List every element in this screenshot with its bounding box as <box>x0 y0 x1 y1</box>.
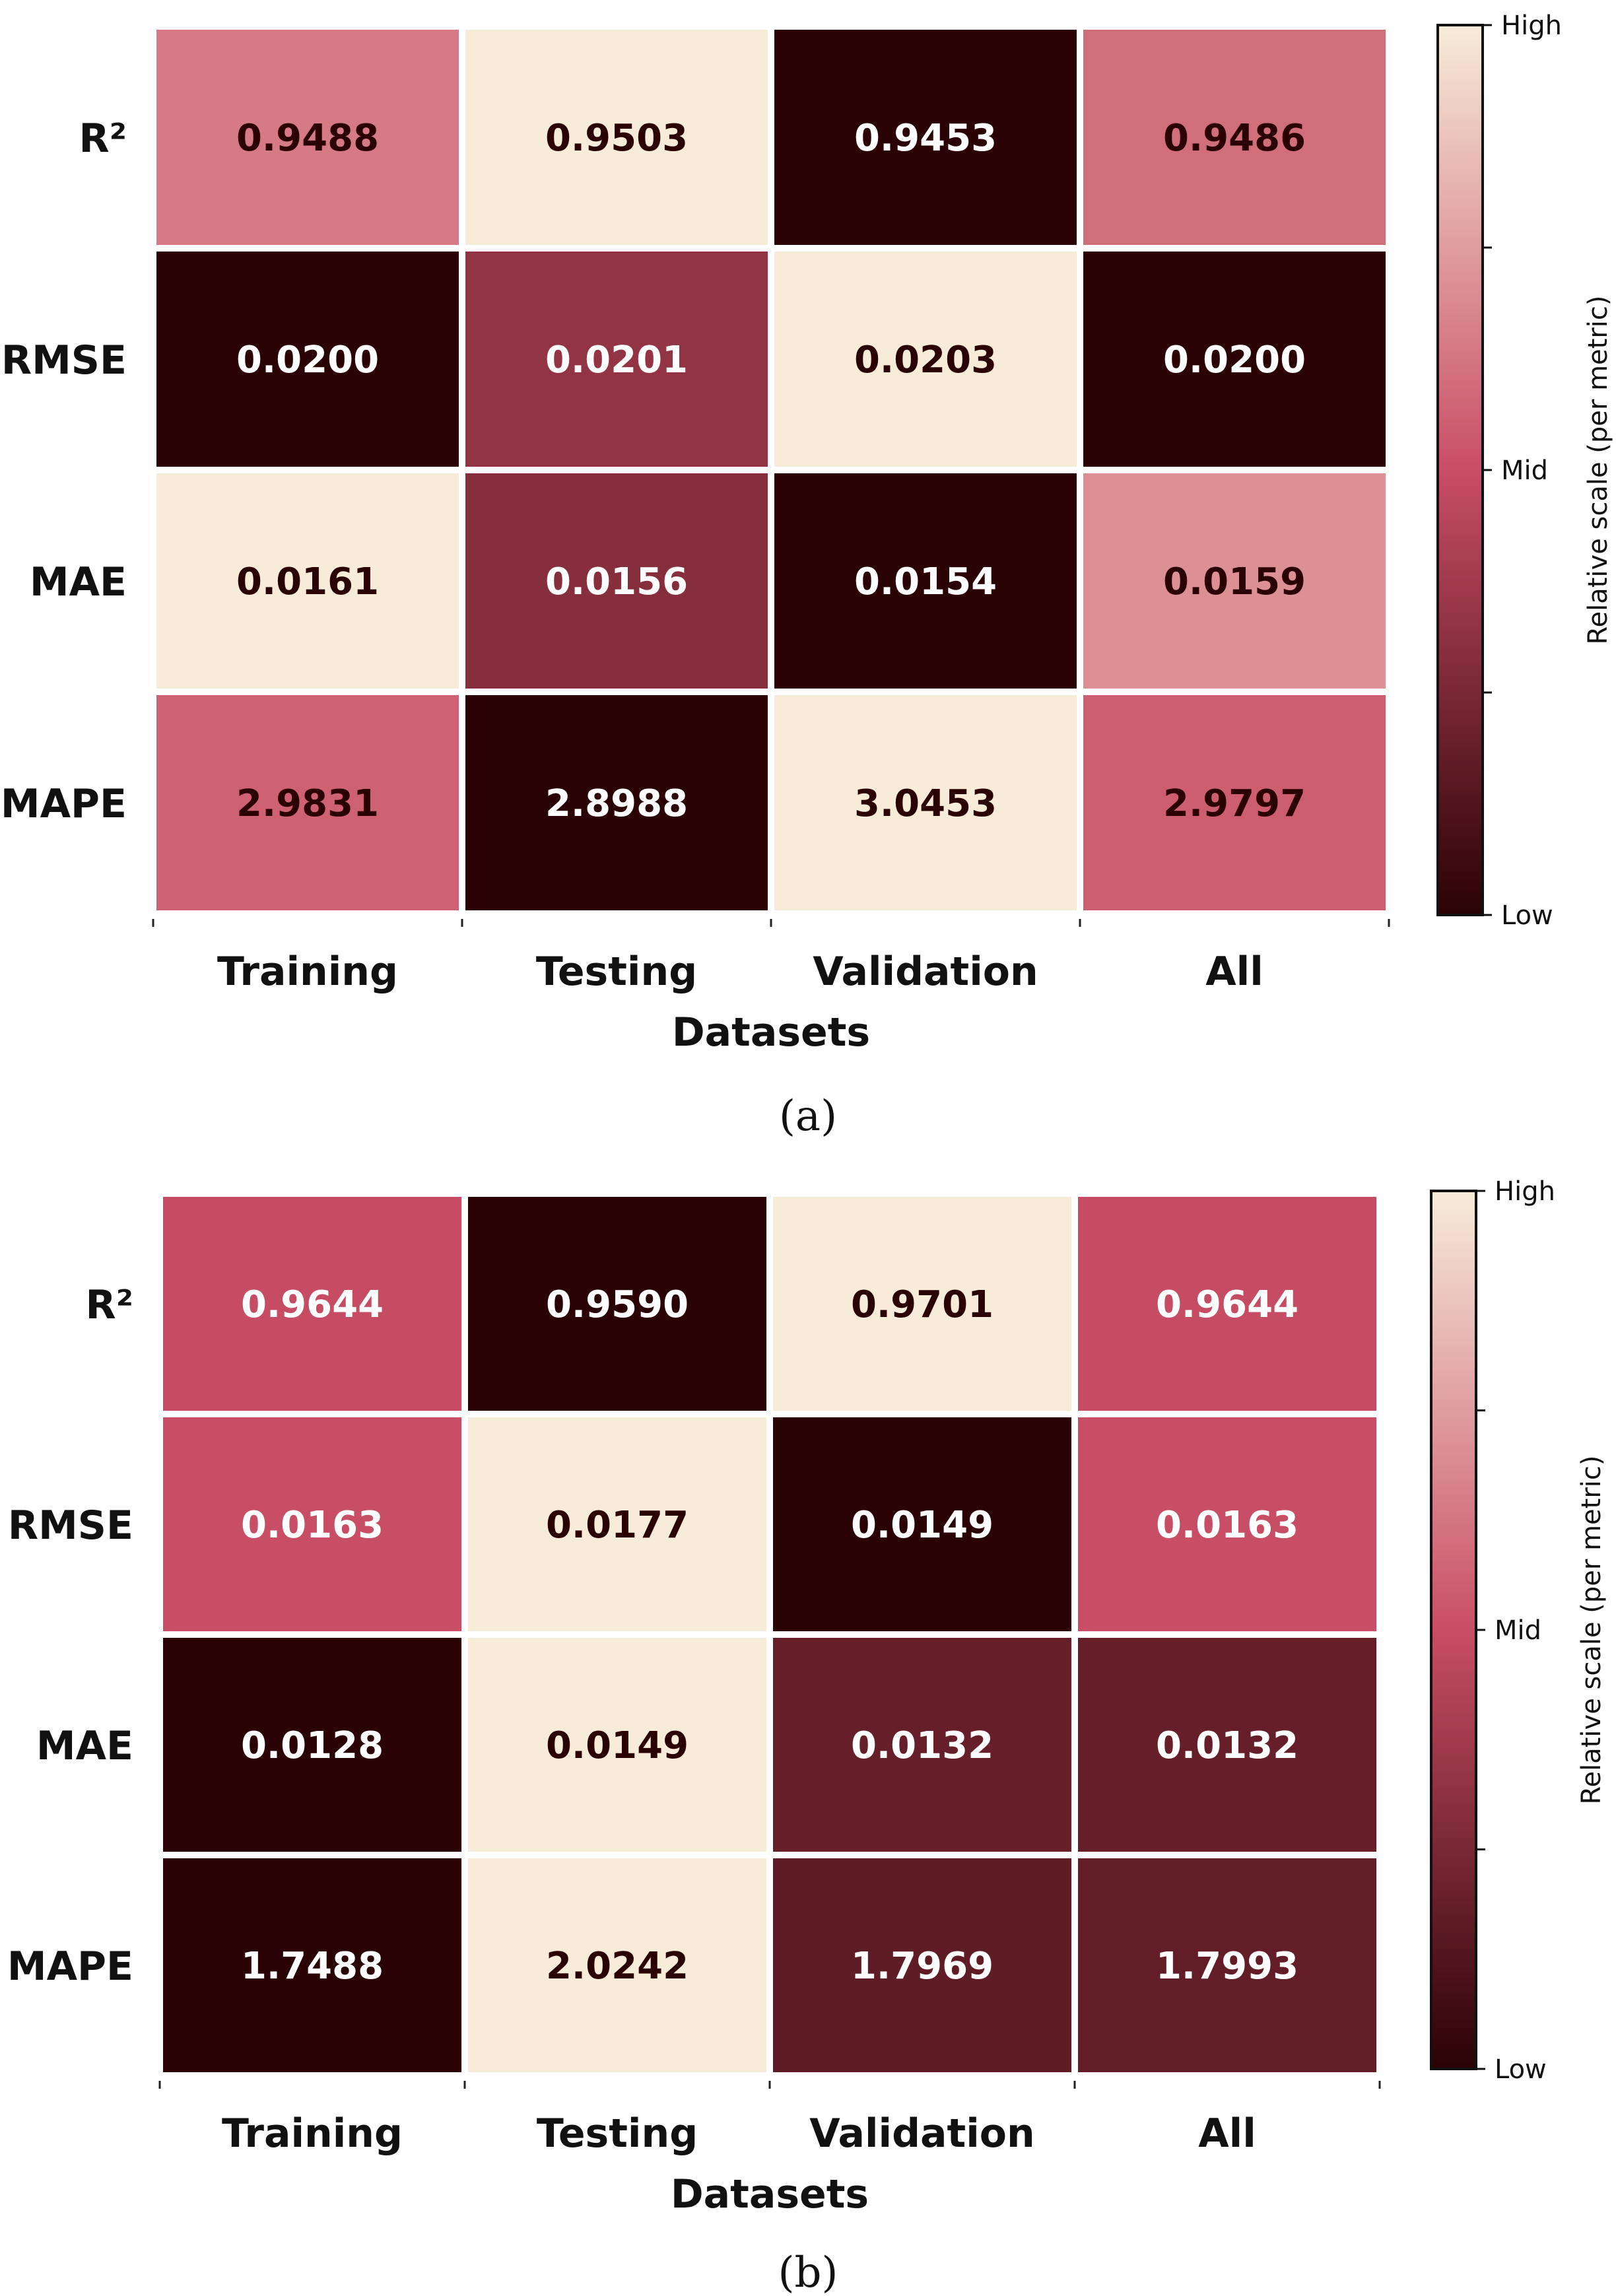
cell-value-label: 0.0163 <box>1156 1504 1298 1547</box>
heatmap-cell <box>150 23 465 252</box>
cell-value-label: 0.0177 <box>546 1504 689 1547</box>
x-tick-label: Training <box>217 949 398 995</box>
cell-value-label: 0.9644 <box>1156 1283 1298 1326</box>
cell-value-label: 0.9590 <box>546 1283 689 1326</box>
x-axis-title: Datasets <box>671 2171 869 2217</box>
cell-value-label: 0.0132 <box>1156 1724 1298 1767</box>
colorbar-title: Relative scale (per metric) <box>1576 1456 1607 1805</box>
y-tick-label: R² <box>79 116 127 162</box>
x-tick-label: All <box>1198 2110 1256 2157</box>
heatmap-cell <box>461 1190 773 1417</box>
y-tick-label: RMSE <box>1 337 127 384</box>
y-tick-label: R² <box>86 1282 133 1328</box>
cell-value-label: 0.0200 <box>1163 339 1306 382</box>
colorbar-tick-label: Low <box>1495 2054 1547 2085</box>
panel-caption: (b) <box>778 2248 838 2296</box>
cell-value-label: 2.8988 <box>545 782 688 825</box>
heatmap-cell <box>1071 1411 1383 1638</box>
x-tick-label: Testing <box>536 949 697 995</box>
cell-value-label: 0.9486 <box>1163 117 1306 160</box>
cell-value-label: 2.9831 <box>236 782 379 825</box>
cell-value-label: 0.9701 <box>851 1283 993 1326</box>
heatmap-panel-b: 0.9644 0.9590 0.9701 0.9644 0.0163 0.0177 0.01… <box>7 1176 1607 2296</box>
heatmap-cell <box>766 1631 1078 1858</box>
y-tick-label: MAPE <box>7 1943 133 1990</box>
heatmap-cell <box>461 1852 773 2079</box>
cell-value-label: 2.0242 <box>546 1945 689 1988</box>
heatmap-cell <box>1071 1852 1383 2079</box>
cell-value-label: 0.0156 <box>545 560 688 603</box>
heatmap-cell <box>459 23 774 252</box>
heatmap-cell <box>1071 1190 1383 1417</box>
colorbar-tick-label: Mid <box>1501 456 1548 486</box>
cell-value-label: 0.9453 <box>854 117 997 160</box>
panel-caption: (a) <box>779 1092 837 1141</box>
cell-value-label: 1.7488 <box>241 1945 384 1988</box>
cell-value-label: 0.0128 <box>241 1724 384 1767</box>
cell-value-label: 0.9488 <box>236 117 379 160</box>
x-axis-title: Datasets <box>672 1009 870 1056</box>
cell-value-label: 0.0159 <box>1163 560 1306 603</box>
colorbar-tick-label: Low <box>1501 900 1553 931</box>
heatmap-cell <box>1077 23 1392 252</box>
colorbar-tick-label: High <box>1495 1176 1555 1207</box>
colorbar <box>1430 1190 1477 2070</box>
cell-value-label: 3.0453 <box>854 782 997 825</box>
x-tick-label: All <box>1205 949 1263 995</box>
cell-value-label: 1.7993 <box>1156 1945 1298 1988</box>
cell-value-label: 0.0149 <box>546 1724 689 1767</box>
cell-value-label: 1.7969 <box>851 1945 993 1988</box>
colorbar-tick-label: High <box>1501 11 1562 41</box>
heatmap-cell <box>459 467 774 695</box>
heatmap-cell <box>459 689 774 917</box>
heatmap-cell <box>1077 245 1392 473</box>
heatmap-cell <box>156 1411 468 1638</box>
cell-value-label: 0.0149 <box>851 1504 993 1547</box>
cell-value-label: 0.0201 <box>545 339 688 382</box>
y-tick-label: RMSE <box>8 1503 133 1549</box>
cell-value-label: 2.9797 <box>1163 782 1306 825</box>
x-tick-label: Validation <box>813 949 1038 995</box>
heatmap-cell <box>1077 689 1392 917</box>
colorbar <box>1436 24 1484 916</box>
cell-value-label: 0.0161 <box>236 560 379 603</box>
cell-value-label: 0.0203 <box>854 339 997 382</box>
colorbar-title: Relative scale (per metric) <box>1583 296 1613 645</box>
cell-value-label: 0.0132 <box>851 1724 993 1767</box>
cell-value-label: 0.0163 <box>241 1504 384 1547</box>
heatmap-cell <box>150 689 465 917</box>
cell-value-label: 0.9644 <box>241 1283 384 1326</box>
colorbar-tick-label: Mid <box>1495 1615 1541 1646</box>
y-tick-label: MAE <box>36 1723 133 1769</box>
cell-value-label: 0.0200 <box>236 339 379 382</box>
y-tick-label: MAE <box>30 559 127 605</box>
heatmap-cell <box>1071 1631 1383 1858</box>
heatmap-cell <box>156 1852 468 2079</box>
heatmap-cell <box>459 245 774 473</box>
heatmap-cell <box>1077 467 1392 695</box>
x-tick-label: Training <box>222 2110 403 2157</box>
y-tick-label: MAPE <box>1 781 127 827</box>
cell-value-label: 0.0154 <box>854 560 997 603</box>
x-tick-label: Validation <box>809 2110 1034 2157</box>
heatmap-panel-a: 0.9488 0.9503 0.9453 0.9486 0.0200 0.0201 0.02… <box>1 11 1613 1141</box>
heatmap-cell <box>156 1631 468 1858</box>
x-tick-label: Testing <box>537 2110 698 2157</box>
cell-value-label: 0.9503 <box>545 117 688 160</box>
